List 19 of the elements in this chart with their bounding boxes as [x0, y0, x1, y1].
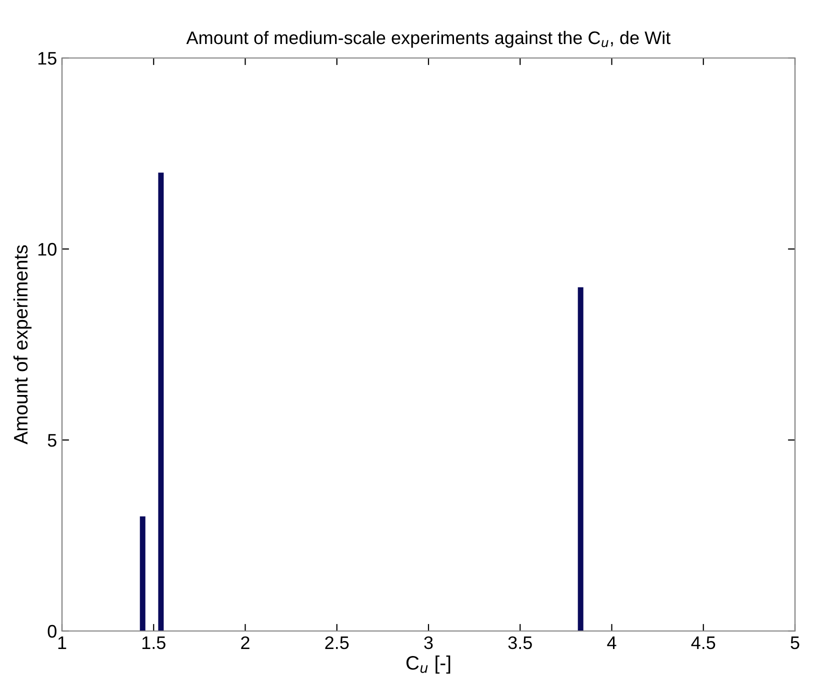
y-tick-label: 5 — [48, 434, 56, 447]
bar — [140, 516, 146, 631]
x-tick-label: 1 — [58, 636, 66, 649]
y-tick-label: 0 — [48, 624, 56, 638]
chart-title: Amount of medium-scale experiments against the C$_{u}$, de Wit — [186, 30, 670, 48]
x-tick-label: 4 — [607, 636, 616, 649]
x-tick-label: 3.5 — [508, 636, 532, 650]
y-tick-label: 15 — [38, 52, 56, 65]
x-axis-title: C$_{u}$ [-] — [406, 655, 450, 674]
y-axis-title: Amount of experiments — [13, 245, 32, 444]
x-tick-label: 3 — [424, 636, 433, 650]
x-tick-label: 1.5 — [142, 636, 166, 650]
bar — [578, 287, 584, 631]
x-tick-label: 2.5 — [325, 636, 349, 650]
x-tick-label: 5 — [790, 636, 800, 650]
x-tick-label: 2 — [241, 636, 250, 649]
bar — [158, 172, 164, 631]
x-tick-label: 4.5 — [691, 636, 716, 650]
y-tick-label: 10 — [38, 242, 56, 256]
